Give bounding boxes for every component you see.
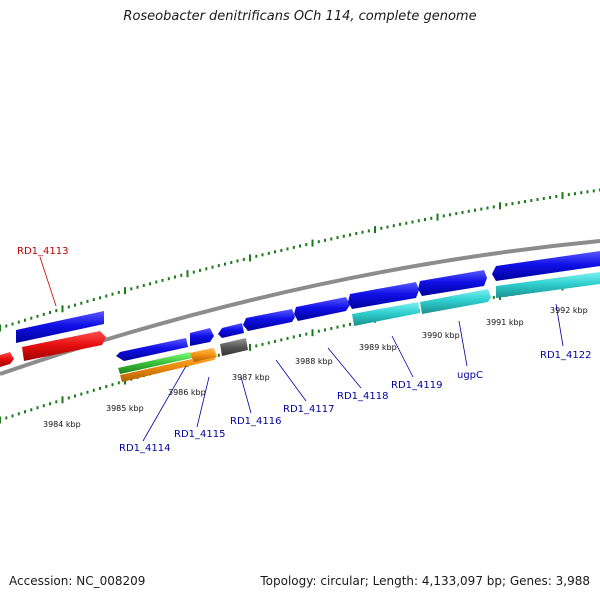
cds-ugpc[interactable] [418, 270, 487, 296]
cds-rd1-4119-cyan[interactable] [352, 302, 420, 326]
gene-label-rd1-4119[interactable]: RD1_4119 [391, 380, 442, 391]
cds-reverse-left-edge[interactable] [0, 352, 14, 367]
leader-rd1-4118 [327, 347, 362, 389]
leader-ugpc [458, 320, 468, 367]
cds-ugpc-cyan[interactable] [420, 289, 491, 314]
cds-rd1-4119[interactable] [348, 282, 419, 309]
cds-rd1-4122[interactable] [492, 251, 600, 281]
kbp-label-3984: 3984 kbp [43, 420, 81, 429]
kbp-label-3992: 3992 kbp [550, 306, 588, 315]
gene-label-rd1-4118[interactable]: RD1_4118 [337, 391, 388, 402]
kbp-label-3986: 3986 kbp [168, 388, 206, 397]
leader-rd1-4122 [555, 303, 564, 347]
cds-rd1-4116-blue[interactable] [218, 323, 244, 338]
kbp-label-3985: 3985 kbp [106, 404, 144, 413]
gene-label-rd1-4113[interactable]: RD1_4113 [17, 246, 68, 257]
kbp-label-3991: 3991 kbp [486, 318, 524, 327]
cds-rd1-4115[interactable] [190, 328, 214, 346]
reverse-strand-features [0, 311, 106, 367]
cds-rd1-4115-orange[interactable] [190, 348, 216, 362]
gene-labels: RD1_4113 RD1_4114 RD1_4115 RD1_4116 RD1_… [17, 246, 591, 454]
cds-rd1-4114-green[interactable] [118, 352, 192, 374]
leader-rd1-4113 [39, 256, 57, 307]
cds-rd1-4114[interactable] [116, 338, 188, 361]
gene-label-rd1-4114[interactable]: RD1_4114 [119, 443, 170, 454]
leader-rd1-4116 [240, 376, 252, 414]
kbp-label-3988: 3988 kbp [295, 357, 333, 366]
map-title: Roseobacter denitrificans OCh 114, compl… [123, 9, 477, 24]
forward-strand-features [116, 251, 600, 382]
kbp-label-3989: 3989 kbp [359, 343, 397, 352]
leader-rd1-4115 [196, 376, 210, 428]
gene-label-rd1-4117[interactable]: RD1_4117 [283, 404, 334, 415]
leader-rd1-4119 [391, 335, 414, 378]
label-leaders [39, 256, 564, 442]
gene-label-rd1-4115[interactable]: RD1_4115 [174, 429, 225, 440]
leader-rd1-4114 [142, 365, 187, 442]
gene-label-rd1-4122[interactable]: RD1_4122 [540, 350, 591, 361]
cds-reverse-rd1-4113[interactable] [16, 311, 104, 343]
leader-rd1-4117 [275, 359, 307, 402]
kbp-label-3987: 3987 kbp [232, 373, 270, 382]
tick-row-inner [0, 280, 600, 424]
cds-rd1-4117[interactable] [243, 309, 295, 331]
topology-label: Topology: circular; Length: 4,133,097 bp… [260, 574, 590, 588]
cds-rd1-4122-cyan[interactable] [496, 272, 600, 298]
accession-label: Accession: NC_008209 [9, 574, 146, 588]
gene-label-ugpc[interactable]: ugpC [457, 370, 483, 381]
gene-label-rd1-4116[interactable]: RD1_4116 [230, 416, 281, 427]
tick-row-outer [0, 188, 600, 332]
cds-reverse-rd1-4113-b[interactable] [22, 331, 106, 361]
cds-rd1-4118[interactable] [294, 297, 350, 321]
kbp-labels: 3984 kbp 3985 kbp 3986 kbp 3987 kbp 3988… [43, 306, 588, 429]
kbp-label-3990: 3990 kbp [422, 331, 460, 340]
cds-rd1-4116[interactable] [220, 338, 248, 356]
